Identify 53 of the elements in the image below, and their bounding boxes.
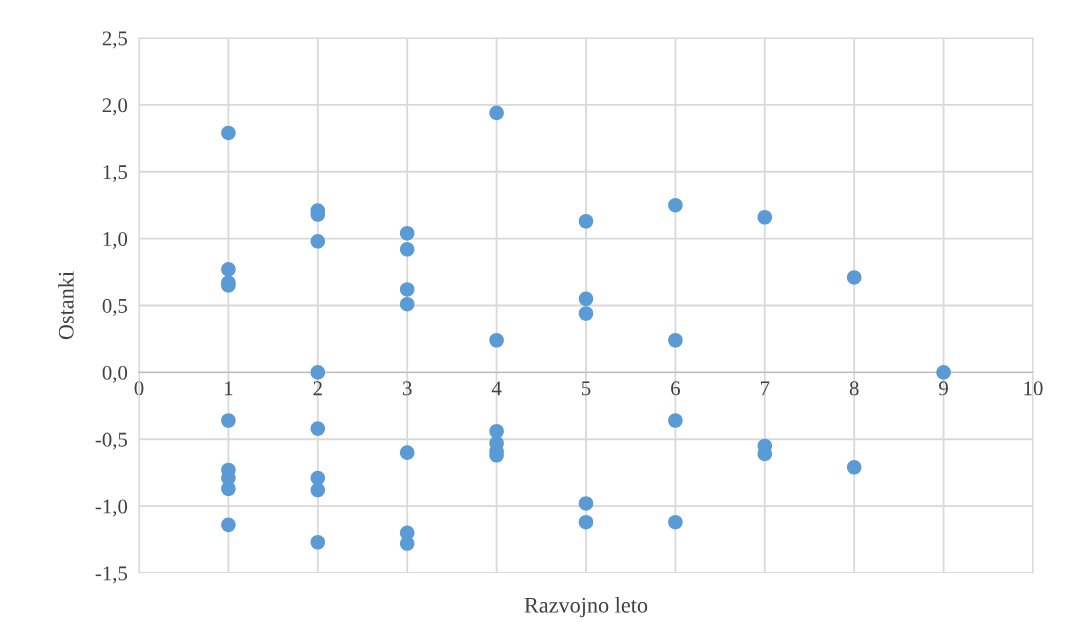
point	[221, 413, 236, 428]
x-tick-label: 1	[225, 381, 233, 396]
x-tick-label: 10	[1024, 381, 1043, 396]
y-tick-label: 1,5	[103, 165, 128, 183]
point	[578, 213, 594, 229]
point	[310, 365, 326, 380]
point	[399, 282, 415, 297]
point	[578, 306, 594, 321]
point	[310, 234, 326, 249]
x-tick-label: 5	[582, 381, 591, 396]
x-tick-label: 6	[671, 381, 680, 396]
point	[846, 460, 862, 475]
point	[399, 536, 415, 551]
point	[489, 105, 504, 121]
point	[310, 482, 326, 498]
y-tick-label: 0,0	[102, 365, 128, 383]
y-tick-label: 2,5	[102, 31, 128, 49]
point	[668, 514, 683, 530]
point	[936, 365, 951, 380]
point	[578, 514, 594, 530]
y-axis-title: Ostanki	[58, 271, 74, 340]
x-tick-label: 4	[491, 381, 502, 396]
x-tick-label: 8	[849, 381, 859, 396]
point	[668, 197, 683, 213]
point	[757, 209, 773, 225]
point	[489, 332, 504, 348]
x-axis-title: Razvojno leto	[524, 597, 648, 618]
point	[668, 413, 683, 428]
y-tick-label: -0,5	[95, 432, 128, 450]
x-tick-label: 7	[760, 381, 770, 396]
point	[221, 262, 236, 277]
point	[310, 421, 326, 436]
y-tick-label: 0,5	[102, 298, 128, 316]
y-tick-label: 2,0	[102, 98, 128, 116]
point	[221, 517, 236, 533]
point	[578, 291, 594, 307]
point	[399, 296, 415, 312]
x-tick-label: 3	[402, 381, 412, 396]
point	[221, 125, 236, 141]
y-tick-label: -1,0	[95, 499, 128, 517]
x-tick-label: 0	[134, 381, 144, 396]
point	[399, 242, 415, 257]
point	[310, 534, 326, 550]
point	[578, 496, 594, 511]
y-tick-label: 1,0	[103, 232, 128, 250]
point	[399, 225, 415, 241]
point	[399, 445, 415, 460]
point	[668, 332, 683, 348]
y-tick-label: -1,5	[95, 566, 128, 584]
x-tick-label: 2	[313, 381, 322, 396]
point	[221, 481, 236, 497]
x-tick-label: 9	[939, 381, 948, 396]
point	[846, 270, 862, 285]
